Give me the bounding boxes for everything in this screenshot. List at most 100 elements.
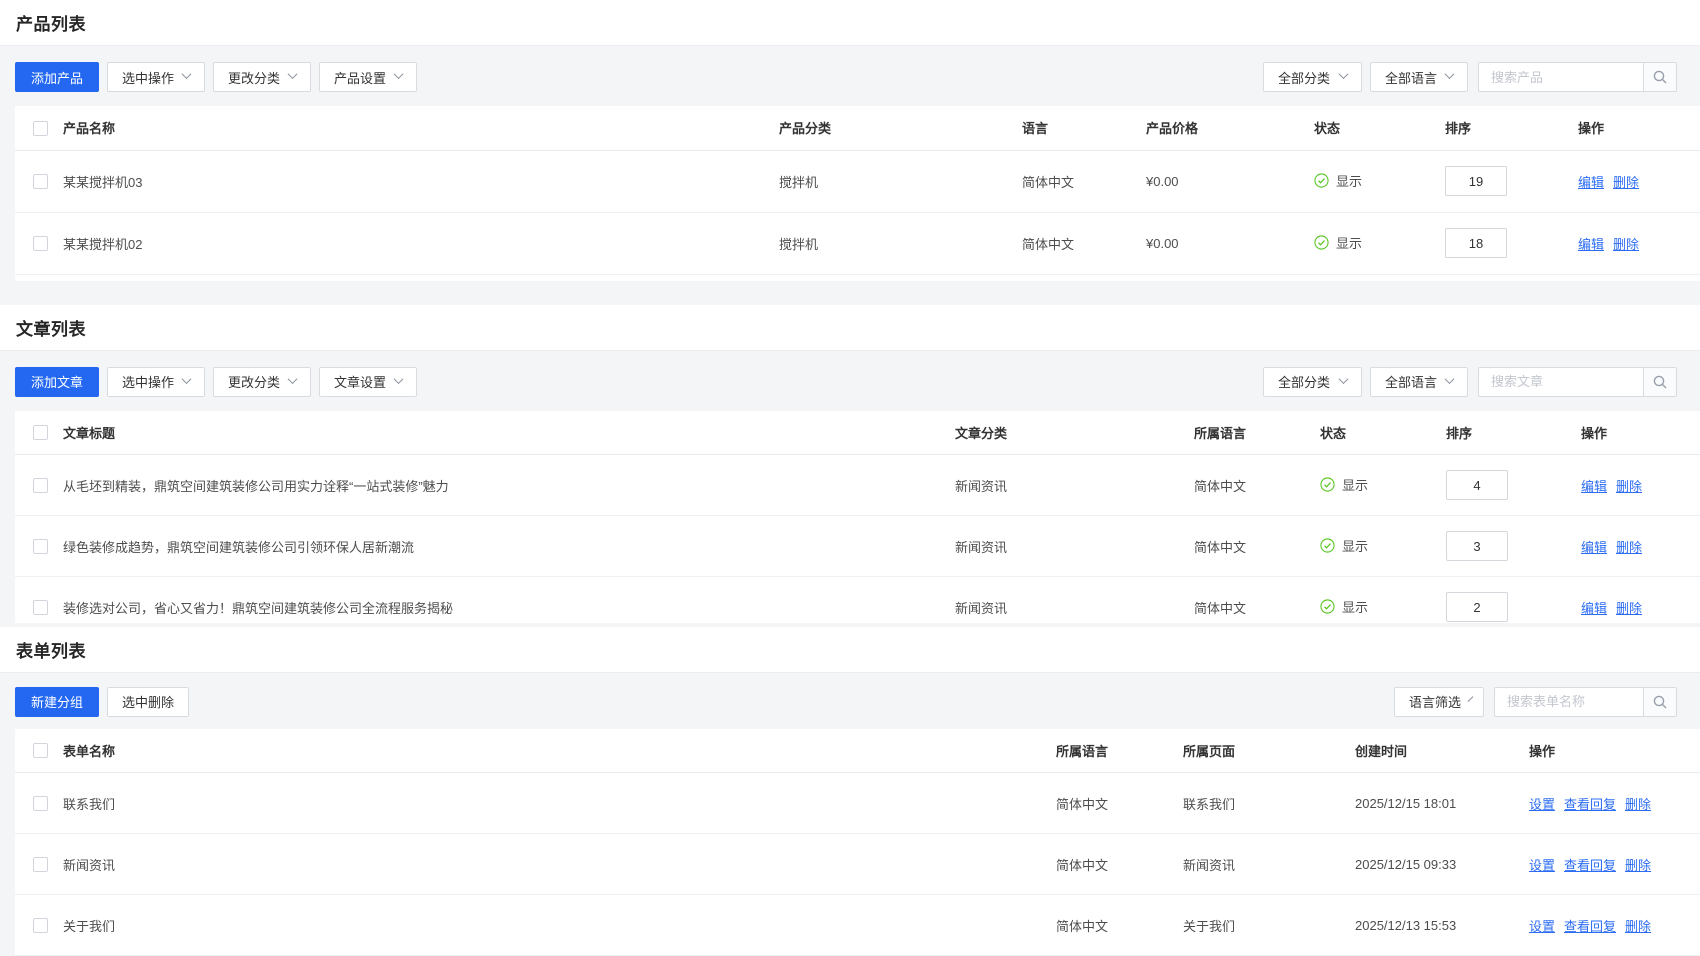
product-category-filter-dropdown[interactable]: 全部分类 [1263,62,1362,92]
article-selected-ops-label: 选中操作 [122,375,175,390]
status-badge: 显示 [1314,171,1362,190]
chevron-down-icon [287,373,298,384]
form-col-language: 所属语言 [1056,728,1183,773]
delete-link[interactable]: 删除 [1625,796,1652,812]
article-col-language: 所属语言 [1194,410,1320,455]
row-checkbox[interactable] [33,600,48,616]
form-search [1494,686,1677,717]
article-col-category: 文章分类 [955,410,1194,455]
settings-link[interactable]: 设置 [1529,796,1556,812]
edit-link[interactable]: 编辑 [1578,174,1605,190]
article-settings-label: 文章设置 [334,375,387,390]
delete-link[interactable]: 删除 [1625,857,1652,873]
add-article-button[interactable]: 添加文章 [15,366,100,397]
product-select-all-checkbox[interactable] [33,120,48,136]
product-settings-dropdown[interactable]: 产品设置 [319,62,418,92]
article-search-input[interactable] [1478,366,1643,397]
chevron-down-icon [393,69,404,80]
product-category-filter-label: 全部分类 [1278,70,1331,86]
products-header-row: 产品名称 产品分类 语言 产品价格 状态 排序 操作 [15,106,1700,151]
product-col-status: 状态 [1314,106,1445,151]
delete-selected-button[interactable]: 选中删除 [107,686,190,717]
view-replies-link[interactable]: 查看回复 [1564,918,1617,934]
chevron-down-icon [181,69,192,80]
article-language-filter-dropdown[interactable]: 全部语言 [1370,366,1468,397]
sort-input[interactable] [1446,470,1508,500]
article-select-all-checkbox[interactable] [33,425,48,441]
status-label: 显示 [1336,174,1363,189]
article-category-filter-dropdown[interactable]: 全部分类 [1263,366,1362,397]
delete-link[interactable]: 删除 [1613,174,1640,190]
delete-link[interactable]: 删除 [1613,236,1640,252]
form-language-filter-dropdown[interactable]: 语言筛选 [1394,686,1484,717]
product-change-category-label: 更改分类 [228,70,281,86]
products-section-header: 产品列表 [0,0,1700,46]
article-change-category-dropdown[interactable]: 更改分类 [213,366,312,397]
article-settings-dropdown[interactable]: 文章设置 [319,366,418,397]
product-selected-ops-label: 选中操作 [122,70,175,86]
form-search-button[interactable] [1643,686,1677,717]
chevron-down-icon [393,373,404,384]
product-search-input[interactable] [1478,62,1643,92]
product-col-category: 产品分类 [779,106,1022,151]
form-page: 联系我们 [1183,772,1355,834]
article-col-actions: 操作 [1581,410,1700,455]
row-checkbox[interactable] [33,174,48,190]
forms-toolbar: 新建分组 选中删除 语言筛选 [0,673,1700,729]
delete-link[interactable]: 删除 [1616,600,1643,616]
status-badge: 显示 [1320,536,1368,555]
article-language: 简体中文 [1194,515,1320,577]
check-circle-icon [1314,235,1329,250]
sort-input[interactable] [1446,531,1508,561]
edit-link[interactable]: 编辑 [1581,539,1608,555]
forms-section-title: 表单列表 [16,641,86,661]
settings-link[interactable]: 设置 [1529,857,1556,873]
row-checkbox[interactable] [33,857,48,873]
form-name: 关于我们 [63,894,1056,956]
article-selected-ops-dropdown[interactable]: 选中操作 [107,366,206,397]
table-row: 新闻资讯 简体中文 新闻资讯 2025/12/15 09:33 设置 查看回复 删除 [15,833,1700,895]
add-product-button[interactable]: 添加产品 [15,62,100,92]
row-checkbox[interactable] [33,918,48,934]
edit-link[interactable]: 编辑 [1581,478,1608,494]
chevron-down-icon [181,373,192,384]
edit-link[interactable]: 编辑 [1578,236,1605,252]
edit-link[interactable]: 编辑 [1581,600,1608,616]
product-language-filter-dropdown[interactable]: 全部语言 [1370,62,1468,92]
form-select-all-checkbox[interactable] [33,743,48,759]
chevron-down-icon [1467,695,1474,702]
row-checkbox[interactable] [33,478,48,494]
delete-link[interactable]: 删除 [1625,918,1652,934]
product-change-category-dropdown[interactable]: 更改分类 [213,62,312,92]
row-checkbox[interactable] [33,796,48,812]
check-circle-icon [1314,173,1329,188]
products-table: 产品名称 产品分类 语言 产品价格 状态 排序 操作 某某搅拌机03 搅拌机 简… [15,106,1700,275]
form-name: 联系我们 [63,772,1056,834]
view-replies-link[interactable]: 查看回复 [1564,857,1617,873]
search-icon [1653,375,1667,388]
sort-input[interactable] [1445,166,1507,196]
form-created: 2025/12/15 18:01 [1355,772,1529,834]
product-search-button[interactable] [1643,62,1677,92]
article-col-status: 状态 [1320,410,1446,455]
article-category: 新闻资讯 [955,515,1194,577]
row-checkbox[interactable] [33,236,48,252]
form-created: 2025/12/15 09:33 [1355,833,1529,895]
view-replies-link[interactable]: 查看回复 [1564,796,1617,812]
form-search-input[interactable] [1494,686,1643,717]
sort-input[interactable] [1445,228,1507,258]
delete-link[interactable]: 删除 [1616,478,1643,494]
delete-link[interactable]: 删除 [1616,539,1643,555]
product-category: 搅拌机 [779,212,1022,275]
forms-table-card: 表单名称 所属语言 所属页面 创建时间 操作 联系我们 简体中文 联系我们 20… [15,728,1700,956]
row-checkbox[interactable] [33,539,48,555]
check-circle-icon [1320,599,1335,614]
settings-link[interactable]: 设置 [1529,918,1556,934]
new-group-button[interactable]: 新建分组 [15,686,100,717]
articles-section-header: 文章列表 [0,304,1700,351]
article-search-button[interactable] [1643,366,1677,397]
sort-input[interactable] [1446,592,1508,622]
product-selected-ops-dropdown[interactable]: 选中操作 [107,62,206,92]
